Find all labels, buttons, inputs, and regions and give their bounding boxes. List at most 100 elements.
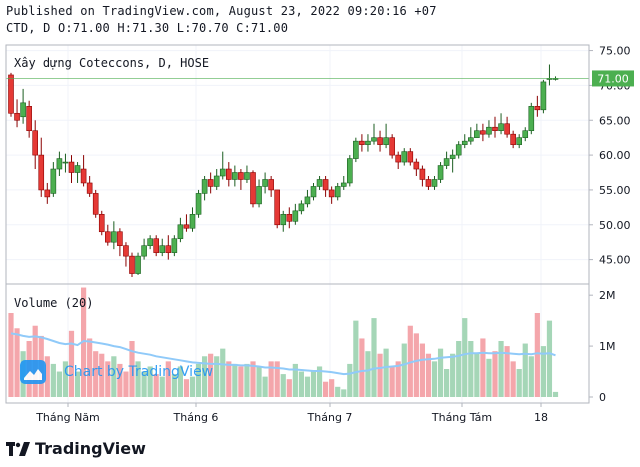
volume-bar <box>105 361 111 397</box>
candle <box>480 123 486 142</box>
candle <box>353 137 359 163</box>
volume-bar <box>177 366 183 397</box>
volume-bar <box>395 361 401 397</box>
candle <box>419 165 426 187</box>
candle <box>474 123 480 138</box>
candle <box>159 238 166 257</box>
volume-bar <box>171 374 177 397</box>
volume-bar <box>8 313 14 397</box>
volume-bar <box>298 371 304 397</box>
candle <box>286 207 293 229</box>
time-tick-label: Tháng 7 <box>307 411 353 424</box>
volume-bar <box>262 376 268 397</box>
candle <box>292 203 299 225</box>
volume-bar <box>50 363 56 397</box>
volume-bar <box>268 361 274 397</box>
candle <box>153 235 159 257</box>
tradingview-logo[interactable]: TradingView <box>6 437 146 459</box>
candle <box>171 235 178 257</box>
candle <box>304 189 311 208</box>
volume-bar <box>147 366 153 397</box>
candle <box>504 116 510 138</box>
candle <box>431 175 438 190</box>
candle <box>546 64 553 86</box>
volume-bar <box>87 338 93 397</box>
volume-bar <box>189 376 196 397</box>
candle <box>213 169 220 190</box>
candle <box>322 175 329 197</box>
candle <box>129 252 135 278</box>
volume-bar <box>274 361 280 397</box>
candle <box>467 127 474 145</box>
volume-bar <box>208 353 214 397</box>
volume-bar <box>304 376 311 397</box>
watermark-icon <box>20 360 46 384</box>
volume-bar <box>389 366 395 397</box>
candle <box>32 120 39 170</box>
candle <box>334 182 341 201</box>
candle <box>455 141 462 159</box>
volume-bar <box>153 374 159 397</box>
volume-bar <box>341 389 347 397</box>
volume-tick-label: 0 <box>599 391 606 404</box>
candle <box>177 217 184 243</box>
candle <box>238 169 244 190</box>
volume-bar <box>522 343 528 397</box>
candle <box>38 137 45 197</box>
volume-bar <box>256 366 262 397</box>
candle <box>346 155 353 187</box>
candle <box>443 151 450 170</box>
candle <box>449 149 456 173</box>
candle <box>195 189 202 218</box>
volume-bar <box>377 353 383 397</box>
candle <box>377 130 383 152</box>
volume-label: Volume (20) <box>14 296 93 310</box>
candle <box>280 210 287 232</box>
candle <box>80 155 87 187</box>
candle <box>528 102 535 135</box>
candle <box>383 123 389 149</box>
volume-bar <box>117 363 123 397</box>
price-tick-label: 65.00 <box>599 114 631 127</box>
volume-bar <box>329 379 335 397</box>
volume-bar <box>407 325 413 397</box>
candle <box>437 162 444 183</box>
volume-bar <box>504 346 510 397</box>
candle <box>74 162 81 183</box>
volume-bar <box>14 328 20 397</box>
volume-bar <box>99 353 105 397</box>
volume-bar <box>359 338 365 397</box>
candle <box>20 88 26 124</box>
volume-bar <box>450 353 456 397</box>
candle <box>340 175 347 190</box>
volume-bar <box>540 346 546 397</box>
volume-bar <box>141 371 147 397</box>
volume-bar <box>232 363 238 397</box>
volume-axis: 2M 1M 0 <box>589 289 616 404</box>
price-tick-label: 55.00 <box>599 184 631 197</box>
candle <box>111 221 117 250</box>
time-axis: Tháng Năm Tháng 6 Tháng 7 Tháng Tám 18 <box>35 403 548 424</box>
price-tick-label: 60.00 <box>599 149 631 162</box>
volume-bar <box>383 348 389 397</box>
candle <box>244 165 250 183</box>
volume-bar <box>292 363 298 397</box>
volume-bar <box>123 371 129 397</box>
price-tick-label: 45.00 <box>599 254 631 267</box>
candle <box>141 238 147 260</box>
candle <box>510 130 516 149</box>
volume-bar <box>347 363 353 397</box>
volume-bar <box>93 351 99 397</box>
volume-bar <box>165 361 171 397</box>
candle <box>522 127 529 142</box>
candle <box>201 175 208 201</box>
volume-bar <box>335 386 341 397</box>
candle <box>256 179 262 208</box>
volume-bar <box>62 361 69 397</box>
candle <box>207 172 214 194</box>
volume-bar <box>431 361 438 397</box>
volume-tick-label: 1M <box>599 340 616 353</box>
candle <box>14 99 20 128</box>
